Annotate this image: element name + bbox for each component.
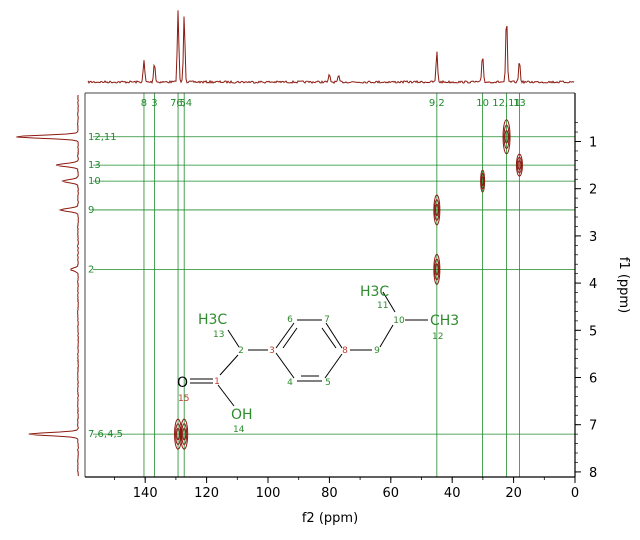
x-ticks: 140 120 100 80 60 40 20 0 — [114, 477, 579, 501]
mol-atom-11: 11 — [377, 301, 388, 311]
x-tick-label-2: 100 — [256, 486, 281, 501]
ring-inner-1 — [282, 327, 298, 349]
y-ticks: 1 2 3 4 5 6 7 8 — [575, 122, 597, 481]
mol-h3c-top: H3C — [360, 284, 389, 300]
carbon-label-0: 8 — [141, 98, 147, 109]
proton-label-2: 10 — [88, 176, 101, 187]
bond-c13-c2 — [227, 329, 240, 348]
cross-peak-2-contour-1 — [481, 176, 485, 186]
ring-bond-8-5 — [324, 353, 343, 379]
bond-c9-c10 — [379, 324, 394, 348]
mol-atom-7: 7 — [324, 315, 330, 325]
bond-c2-c1 — [219, 354, 239, 376]
y-tick-label-5: 6 — [589, 372, 597, 387]
proton-label-5: 7,6,4,5 — [88, 429, 123, 440]
proton-labels: 12,11 13 10 9 2 7,6,4,5 — [88, 132, 123, 440]
carbon-label-6: 12,11 — [492, 98, 521, 109]
mol-atom-4: 4 — [287, 378, 293, 388]
carbon-label-5: 10 — [476, 98, 489, 109]
x-tick-label-1: 120 — [194, 486, 219, 501]
carbon-label-3: 6,4 — [176, 98, 192, 109]
mol-atom-2: 2 — [238, 346, 244, 356]
cross-peak-4-contour-1 — [435, 263, 439, 276]
cross-peak-6-contour-3 — [180, 418, 189, 450]
ring-bond-4-3 — [275, 352, 295, 379]
y-tick-label-4: 5 — [589, 324, 597, 339]
cross-peak-3-contour-1 — [435, 203, 439, 217]
axes — [84, 92, 576, 478]
y-tick-label-3: 4 — [589, 277, 597, 292]
y-tick-label-1: 2 — [589, 183, 597, 198]
cross-peak-0-contour-2 — [503, 124, 510, 149]
y-tick-label-0: 1 — [589, 136, 597, 151]
c13-spectrum — [87, 10, 575, 85]
x-tick-label-3: 80 — [321, 486, 338, 501]
y-tick-label-6: 7 — [589, 419, 597, 434]
ring-bond-3-6 — [275, 322, 295, 349]
cross-peak-1-contour-3 — [515, 153, 523, 177]
bond-c1-oh — [217, 384, 235, 407]
carbon-label-7: 13 — [513, 98, 526, 109]
ring-inner-3 — [321, 327, 337, 349]
cross-peak-4-contour-3 — [433, 253, 441, 285]
cross-peak-0-contour-1 — [504, 129, 509, 144]
mol-atom-14: 14 — [233, 425, 245, 435]
mol-atom-6: 6 — [287, 315, 293, 325]
h1-trace — [16, 94, 80, 477]
mol-o-double: O — [177, 375, 188, 391]
mol-atom-1: 1 — [214, 377, 220, 387]
x-tick-label-4: 60 — [383, 486, 400, 501]
y-tick-label-7: 8 — [589, 466, 597, 481]
x-axis-title: f2 (ppm) — [302, 511, 358, 526]
carbon-label-1: 3 — [151, 98, 157, 109]
proton-label-4: 2 — [88, 264, 94, 275]
guide-lines — [93, 93, 575, 477]
c13-trace — [87, 10, 575, 85]
cross-peak-6-contour-2 — [181, 423, 188, 445]
cross-peak-5-contour-1 — [176, 427, 181, 441]
mol-atom-12: 12 — [432, 332, 443, 342]
carbon-label-2: 7,5 — [170, 98, 186, 109]
cross-peak-1-contour-1 — [517, 160, 522, 170]
cross-peak-6-contour-1 — [182, 427, 187, 441]
proton-label-1: 13 — [88, 160, 101, 171]
proton-label-0: 12,11 — [88, 132, 117, 143]
x-tick-label-0: 140 — [133, 486, 158, 501]
mol-atom-8: 8 — [342, 346, 348, 356]
y-axis-title: f1 (ppm) — [616, 257, 631, 313]
cross-peak-0-contour-3 — [502, 119, 511, 155]
mol-atom-5: 5 — [325, 378, 331, 388]
mol-atom-13: 13 — [213, 330, 224, 340]
mol-h3c-left: H3C — [198, 312, 227, 328]
cross-peak-1-contour-2 — [516, 156, 523, 174]
cross-peak-4-contour-2 — [434, 258, 440, 281]
ring-bond-7-8 — [325, 322, 343, 349]
x-tick-label-6: 20 — [505, 486, 522, 501]
proton-label-3: 9 — [88, 205, 94, 216]
cross-peak-3-contour-3 — [433, 194, 441, 226]
h1-spectrum — [16, 94, 80, 477]
carbon-label-4: 9,2 — [429, 98, 445, 109]
y-tick-label-2: 3 — [589, 230, 597, 245]
cross-peaks — [174, 119, 523, 450]
mol-atom-3: 3 — [269, 346, 275, 356]
mol-atom-10: 10 — [393, 316, 405, 326]
mol-atom-9: 9 — [374, 346, 380, 356]
cross-peak-3-contour-2 — [434, 199, 440, 221]
ibuprofen-structure: H3C 13 2 3 6 7 8 4 5 9 10 H3C 11 CH3 12 … — [177, 284, 459, 435]
x-tick-label-7: 0 — [571, 486, 579, 501]
bond-c10-c11 — [382, 291, 396, 313]
mol-oh: OH — [231, 407, 253, 423]
x-tick-label-5: 40 — [444, 486, 461, 501]
mol-ch3-right: CH3 — [430, 313, 459, 329]
mol-atom-15: 15 — [178, 394, 189, 404]
